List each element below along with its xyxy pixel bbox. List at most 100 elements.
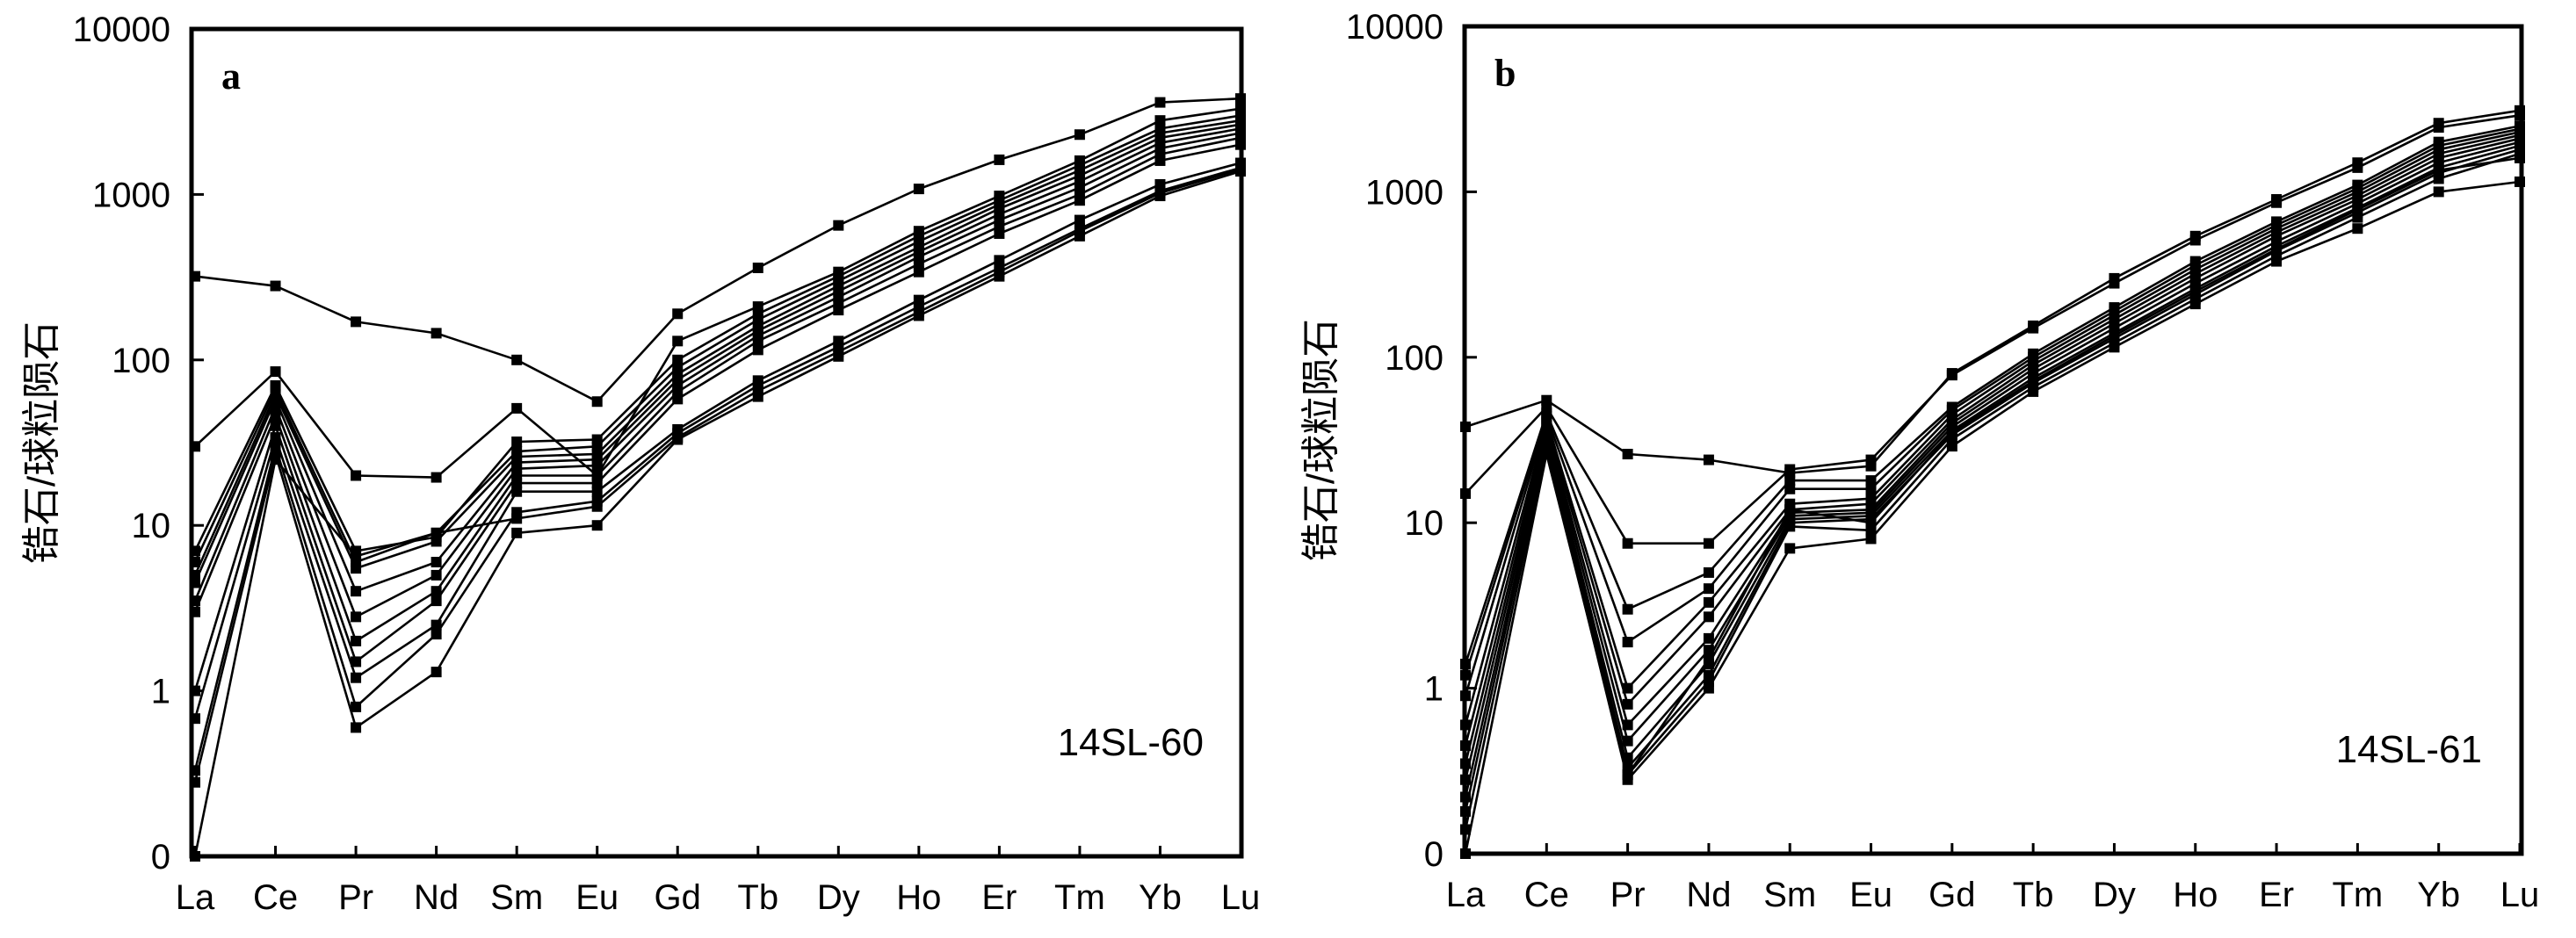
data-point bbox=[511, 478, 523, 489]
series-line bbox=[1464, 180, 2521, 830]
data-point bbox=[913, 307, 924, 318]
data-point bbox=[1622, 682, 1633, 694]
data-point bbox=[2433, 122, 2444, 133]
data-point bbox=[431, 629, 442, 640]
x-tick-label: Pr bbox=[1610, 876, 1646, 914]
y-axis-label: 锆石/球粒陨石 bbox=[1299, 319, 1342, 561]
x-tick-label: Eu bbox=[1849, 876, 1892, 914]
data-point bbox=[1703, 653, 1714, 665]
series-s11 bbox=[190, 162, 1246, 776]
y-tick-label: 1000 bbox=[92, 176, 170, 214]
data-point bbox=[1154, 155, 1166, 166]
panel-letter: b bbox=[1494, 52, 1516, 95]
data-point bbox=[1946, 427, 1957, 438]
series-line bbox=[193, 166, 1241, 771]
x-tick-label: Nd bbox=[1686, 876, 1731, 914]
data-point bbox=[2189, 285, 2201, 297]
x-tick-label: Er bbox=[2259, 876, 2294, 914]
data-point bbox=[190, 441, 200, 452]
series-line bbox=[193, 119, 1241, 564]
data-point bbox=[511, 486, 523, 497]
y-tick-label: 1 bbox=[151, 673, 170, 711]
data-point bbox=[511, 437, 523, 448]
series-line bbox=[1464, 133, 2521, 725]
x-tick-label: Tm bbox=[1054, 878, 1105, 917]
data-point bbox=[190, 713, 200, 725]
data-point bbox=[591, 460, 603, 472]
data-point bbox=[833, 346, 844, 357]
data-point bbox=[431, 527, 442, 538]
data-point bbox=[1703, 566, 1714, 578]
data-point bbox=[351, 563, 362, 574]
data-point bbox=[913, 184, 924, 195]
data-point bbox=[1541, 449, 1552, 460]
series-s13 bbox=[1460, 152, 2525, 859]
data-point bbox=[1784, 504, 1796, 516]
data-point bbox=[431, 472, 442, 483]
x-tick-label: La bbox=[1446, 876, 1486, 914]
data-point bbox=[1235, 163, 1246, 175]
x-tick-label: Yb bbox=[2417, 876, 2460, 914]
series-line bbox=[193, 114, 1241, 552]
y-tick-label: 0 bbox=[1424, 835, 1444, 874]
data-point bbox=[1622, 769, 1633, 781]
data-point bbox=[511, 402, 523, 414]
series-line bbox=[193, 123, 1241, 576]
data-point bbox=[591, 520, 603, 531]
data-point bbox=[2352, 162, 2363, 173]
data-point bbox=[2433, 173, 2444, 184]
x-tick-label: Tm bbox=[2333, 876, 2384, 914]
data-point bbox=[190, 271, 200, 282]
x-tick-label: Nd bbox=[414, 878, 459, 917]
data-point bbox=[2028, 375, 2039, 386]
series-s6 bbox=[1460, 129, 2525, 731]
data-point bbox=[1460, 690, 1471, 702]
series-line bbox=[193, 127, 1241, 593]
series-s1 bbox=[190, 93, 1246, 408]
series-line bbox=[1464, 141, 2521, 764]
data-point bbox=[190, 776, 200, 788]
x-tick-label: Lu bbox=[1221, 878, 1261, 917]
data-point bbox=[1703, 632, 1714, 644]
x-tick-label: Tb bbox=[737, 878, 778, 917]
series-s2 bbox=[190, 103, 1246, 483]
data-point bbox=[431, 536, 442, 547]
data-point bbox=[2028, 386, 2039, 397]
data-point bbox=[1865, 517, 1877, 529]
data-point bbox=[1622, 449, 1633, 460]
y-tick-label: 0 bbox=[151, 838, 170, 877]
y-tick-label: 1000 bbox=[1365, 173, 1444, 212]
y-tick-label: 10000 bbox=[1346, 8, 1444, 47]
data-point bbox=[591, 486, 603, 497]
data-point bbox=[431, 619, 442, 631]
data-point bbox=[2271, 243, 2283, 255]
data-point bbox=[913, 258, 924, 270]
data-point bbox=[2514, 110, 2525, 121]
data-point bbox=[190, 545, 200, 557]
data-point bbox=[1703, 538, 1714, 549]
data-point bbox=[270, 410, 281, 422]
series-line bbox=[1464, 144, 2521, 781]
data-point bbox=[591, 396, 603, 408]
data-point bbox=[270, 366, 281, 378]
data-point bbox=[431, 569, 442, 581]
series-s10 bbox=[190, 157, 1246, 725]
data-point bbox=[1460, 488, 1471, 500]
x-tick-label: Yb bbox=[1139, 878, 1182, 917]
data-point bbox=[1703, 596, 1714, 608]
series-line bbox=[1464, 156, 2521, 855]
data-point bbox=[190, 606, 200, 617]
data-point bbox=[1460, 824, 1471, 835]
data-point bbox=[1622, 538, 1633, 549]
series-line bbox=[1465, 109, 2521, 474]
data-point bbox=[1865, 454, 1877, 465]
data-point bbox=[1784, 464, 1796, 475]
data-point bbox=[833, 305, 844, 316]
data-point bbox=[2352, 204, 2363, 215]
data-point bbox=[1460, 719, 1471, 731]
series-line bbox=[1464, 148, 2521, 797]
data-point bbox=[2109, 330, 2120, 342]
data-point bbox=[2352, 223, 2363, 234]
series-line bbox=[193, 143, 1241, 691]
data-point bbox=[1622, 698, 1633, 710]
